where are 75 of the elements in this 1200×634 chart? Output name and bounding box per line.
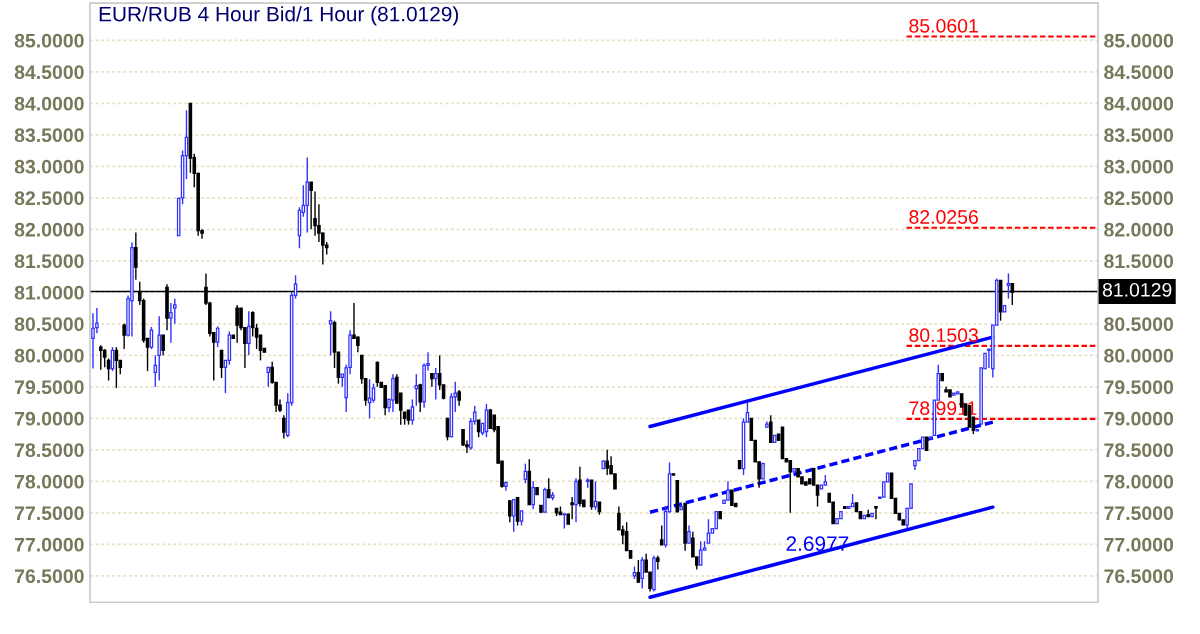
- candlestick: [98, 344, 103, 371]
- candlestick: [91, 312, 95, 370]
- y2-tick-label: 84.5000: [1104, 65, 1174, 80]
- candlestick: [391, 373, 395, 413]
- candlestick: [305, 156, 310, 234]
- candlestick: [418, 382, 423, 413]
- candlestick: [706, 518, 711, 544]
- candlestick: [574, 477, 578, 523]
- y-tick-label: 80.0000: [14, 348, 84, 363]
- y2-tick-label: 83.5000: [1104, 128, 1174, 143]
- candlestick: [726, 480, 730, 501]
- y-tick-label: 83.0000: [14, 159, 84, 174]
- candlestick: [410, 398, 415, 426]
- y2-tick-label: 78.5000: [1104, 443, 1174, 458]
- y-tick-label: 84.5000: [14, 65, 84, 80]
- y-tick-label: 82.5000: [14, 191, 84, 206]
- annotation: 2.6977: [786, 536, 849, 551]
- y2-tick-label: 82.0000: [1104, 222, 1174, 237]
- y2-tick-label: 80.5000: [1104, 317, 1174, 332]
- candlestick: [874, 505, 878, 520]
- y-tick-label: 85.0000: [14, 33, 84, 48]
- y2-tick-label: 82.5000: [1104, 191, 1174, 206]
- y2-tick-label: 76.5000: [1104, 569, 1174, 584]
- candlestick: [383, 384, 387, 416]
- y2-tick-label: 77.0000: [1104, 537, 1174, 552]
- candlestick: [122, 323, 126, 350]
- candlestick: [309, 181, 313, 231]
- y2-tick-label: 84.0000: [1104, 96, 1174, 111]
- ref-line-label: 80.1503: [909, 328, 978, 343]
- y-tick-label: 80.5000: [14, 317, 84, 332]
- candlestick: [640, 556, 645, 590]
- candlestick: [134, 231, 138, 281]
- y2-tick-label: 83.0000: [1104, 159, 1174, 174]
- y-tick-label: 78.0000: [15, 474, 84, 489]
- y2-tick-label: 78.0000: [1104, 474, 1174, 489]
- y2-tick-label: 80.0000: [1104, 348, 1174, 363]
- candlestick: [508, 499, 512, 523]
- candlestick: [102, 348, 107, 369]
- ref-line-label: 81.0129: [1102, 282, 1172, 297]
- y2-tick-label: 79.5000: [1104, 380, 1174, 395]
- candlestick: [578, 466, 582, 508]
- candlestick: [414, 373, 419, 407]
- candlestick: [605, 449, 609, 476]
- y-tick-label: 81.0000: [14, 285, 84, 300]
- candlestick: [1006, 272, 1011, 300]
- candlestick: [511, 498, 516, 533]
- candlestick: [266, 366, 271, 388]
- y-tick-label: 78.5000: [15, 443, 84, 458]
- candlestick: [235, 304, 239, 344]
- ref-line-label: 82.0256: [909, 210, 978, 224]
- candlestick: [543, 486, 547, 514]
- y2-tick-label: 81.5000: [1104, 254, 1174, 269]
- chart-title: EUR/RUB 4 Hour Bid/1 Hour (81.0129): [99, 6, 459, 26]
- candlestick: [371, 382, 376, 404]
- candlestick: [546, 477, 551, 499]
- y-tick-label: 77.5000: [15, 506, 84, 521]
- y-tick-label: 77.0000: [15, 537, 84, 552]
- y-tick-label: 81.5000: [14, 254, 84, 269]
- candlestick: [656, 554, 660, 571]
- y2-tick-label: 79.0000: [1104, 411, 1174, 426]
- candlestick: [282, 414, 286, 440]
- y2-tick-label: 77.5000: [1104, 506, 1174, 521]
- y-tick-label: 79.0000: [15, 411, 84, 426]
- y-tick-label: 84.0000: [14, 96, 84, 111]
- candlestick: [531, 480, 535, 510]
- y-tick-label: 76.5000: [15, 569, 84, 584]
- y-tick-label: 79.5000: [15, 380, 84, 395]
- candlestick: [659, 524, 664, 546]
- candlestick: [161, 334, 165, 357]
- ref-line-label: 85.0601: [909, 18, 978, 33]
- candlestick: [169, 302, 173, 344]
- candlestick: [247, 310, 251, 357]
- y2-tick-label: 85.0000: [1104, 33, 1174, 48]
- y-tick-label: 83.5000: [14, 128, 84, 143]
- y-tick-label: 82.0000: [14, 222, 84, 237]
